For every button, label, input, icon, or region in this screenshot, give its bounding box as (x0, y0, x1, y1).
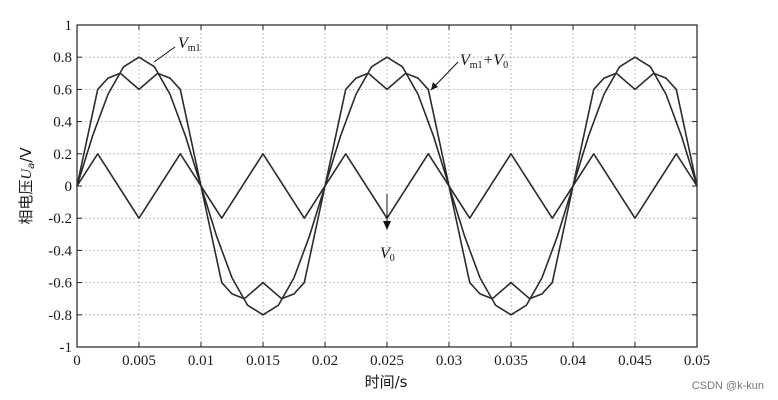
x-tick-label: 0.005 (122, 353, 156, 369)
tick-labels: 0 0.005 0.01 0.015 0.02 0.025 0.03 0.035 0.04 0.0… (48, 18, 710, 369)
y-tick-label: 0 (65, 179, 73, 195)
y-axis-title-var: U (19, 168, 35, 180)
watermark: CSDN @k-kun (691, 380, 764, 392)
x-tick-label: 0.02 (312, 353, 338, 369)
y-tick-label: -0.4 (48, 243, 72, 259)
y-tick-label: -0.8 (48, 308, 72, 324)
vm1-line (76, 56, 698, 316)
annotation-v0-label: V0 (380, 245, 395, 264)
annotation-vm1-plus-v0: Vm1+V0 (430, 52, 508, 91)
y-tick-label: -0.6 (48, 276, 72, 292)
y-tick-label: 0.4 (53, 115, 72, 131)
x-tick-label: 0.03 (436, 353, 462, 369)
x-tick-label: 0.035 (494, 353, 528, 369)
x-tick-label: 0.015 (246, 353, 280, 369)
axis-ticks (76, 24, 698, 348)
y-axis-title: 相电压Ua/V (17, 147, 37, 225)
y-axis-title-unit: /V (17, 147, 35, 163)
annotation-vm1-plus-v0-label: Vm1+V0 (460, 52, 508, 71)
y-tick-label: 0.8 (53, 50, 72, 66)
annotation-v0: V0 (380, 194, 395, 264)
x-tick-label: 0.05 (684, 353, 710, 369)
annotation-vm1: Vm1 (153, 35, 201, 63)
vm1-plus-v0-line (76, 72, 698, 300)
x-tick-label: 0 (73, 353, 81, 369)
y-tick-label: 0.6 (53, 82, 72, 98)
y-tick-label: 1 (65, 18, 73, 34)
x-tick-label: 0.045 (618, 353, 652, 369)
x-axis-title: 时间/s (365, 373, 408, 391)
x-tick-label: 0.01 (188, 353, 214, 369)
x-tick-label: 0.04 (560, 353, 587, 369)
x-tick-label: 0.025 (370, 353, 404, 369)
grid-lines (77, 25, 697, 347)
annotation-vm1-label: Vm1 (178, 35, 201, 54)
y-tick-label: -0.2 (48, 211, 72, 227)
y-tick-label: 0.2 (53, 147, 72, 163)
y-tick-label: -1 (60, 340, 73, 356)
y-axis-title-main: 相电压 (17, 180, 35, 225)
y-axis-title-sub: a (26, 163, 37, 169)
